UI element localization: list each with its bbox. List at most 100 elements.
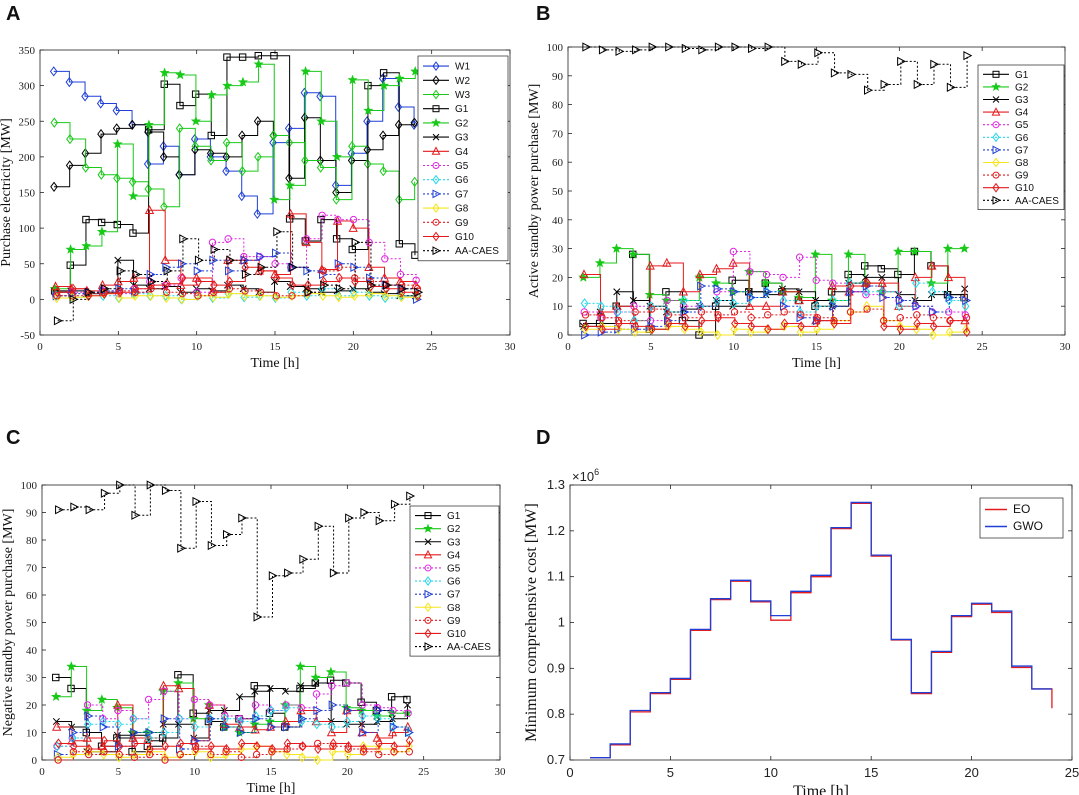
data-point-G6	[99, 716, 107, 727]
data-point-G6	[812, 301, 821, 312]
data-point-G7	[256, 251, 266, 262]
legend-label: G7	[447, 590, 461, 601]
data-point-G10	[382, 283, 391, 294]
data-point-G2	[594, 257, 605, 268]
data-point-G9	[115, 750, 123, 759]
legend-label: G3	[1015, 95, 1029, 106]
data-point-G7	[282, 722, 292, 732]
data-point-W2	[159, 151, 168, 163]
data-point-G2	[909, 246, 920, 256]
data-point-G10	[598, 324, 607, 335]
x-tick-label: 5	[648, 341, 654, 353]
data-point-G7	[287, 262, 297, 272]
data-point-G5	[358, 701, 366, 709]
data-point-G8	[614, 324, 623, 335]
series-line-G8	[56, 293, 418, 300]
legend-item-GWO: GWO	[985, 519, 1043, 533]
data-point-W2	[394, 119, 403, 130]
data-point-G10	[283, 738, 292, 749]
data-point-G7	[206, 714, 216, 724]
data-point-G3	[52, 717, 60, 726]
data-point-G10	[329, 738, 338, 749]
series-line-AA-CAES	[57, 231, 419, 322]
data-point-G8	[713, 329, 722, 341]
data-point-G2	[175, 69, 186, 80]
data-point-G5	[190, 695, 199, 704]
data-point-G6	[145, 732, 153, 744]
data-point-AA-CAES	[194, 255, 204, 265]
data-point-G8	[747, 326, 755, 338]
data-point-G7	[99, 722, 109, 732]
data-point-G9	[681, 314, 689, 322]
chart-panel-C: 0 5 10 15 20 25 30 0 10 20 30 40 50 60 70 80 90 100 Time […	[1, 480, 506, 795]
data-point-G10	[351, 276, 359, 287]
y-tick-label: 150	[19, 188, 36, 200]
data-point-G9	[896, 314, 904, 322]
y-tick-label: 0.9	[547, 660, 565, 675]
series-line-G3	[56, 682, 408, 753]
y-tick-label: 250	[19, 116, 36, 128]
y-tick-label: 50	[24, 259, 36, 271]
data-point-AA-CAES	[116, 480, 126, 490]
y-axis-label: Minimum comprehensive cost [MW]	[523, 503, 540, 742]
data-point-G5	[373, 704, 382, 712]
legend-item-AA-CAES: AA-CAES	[423, 246, 499, 257]
data-point-G7	[237, 727, 247, 738]
x-tick-label: 20	[342, 766, 354, 778]
legend-label: G6	[455, 175, 469, 186]
legend-marker-G10	[424, 628, 432, 639]
data-point-G7	[225, 266, 234, 276]
legend-marker-AA-CAES	[992, 195, 1001, 205]
data-point-G2	[843, 249, 854, 259]
data-point-G4	[678, 286, 689, 296]
legend-label: G6	[1015, 133, 1029, 144]
data-point-AA-CAES	[241, 269, 251, 280]
chart-panel-B: 0 5 10 15 20 25 30 0 10 20 30 40 50 60 70 80 90 100 Time […	[527, 42, 1071, 371]
data-point-G8	[206, 752, 215, 763]
data-point-AA-CAES	[913, 79, 923, 90]
series-line-G2	[56, 666, 408, 733]
data-point-G1	[332, 235, 341, 243]
data-point-G8	[225, 288, 233, 299]
data-point-G10	[100, 735, 109, 746]
series-W1	[49, 66, 418, 220]
data-point-AA-CAES	[146, 480, 156, 490]
data-point-G8	[99, 749, 108, 760]
data-point-G9	[53, 292, 61, 300]
series-line-G1	[55, 674, 408, 753]
series-line-G9	[585, 308, 967, 322]
data-point-G2	[81, 705, 92, 715]
legend-label: G5	[447, 563, 461, 574]
data-point-G5	[144, 695, 153, 704]
data-point-G2	[347, 74, 358, 85]
data-point-G10	[813, 315, 822, 326]
data-point-G8	[929, 329, 937, 341]
legend-marker-G8	[432, 203, 440, 213]
data-point-G6	[175, 713, 184, 724]
data-point-G4	[910, 272, 920, 282]
series-G3	[580, 273, 969, 330]
data-point-G7	[267, 722, 277, 732]
legend-item-G1: G1	[983, 70, 1029, 81]
data-point-W3	[238, 165, 247, 177]
y-tick-label: 50	[26, 618, 38, 630]
data-point-G8	[334, 292, 343, 303]
data-point-G10	[631, 321, 640, 332]
data-point-G1	[223, 53, 231, 61]
data-point-G2	[893, 246, 904, 256]
data-point-G10	[222, 743, 231, 755]
legend-marker-G1	[992, 70, 1000, 78]
legend-marker-G2	[431, 117, 441, 127]
data-point-G8	[328, 746, 337, 757]
data-point-G10	[146, 743, 154, 755]
data-point-AA-CAES	[598, 45, 608, 55]
legend-marker-G3	[424, 538, 432, 546]
data-point-G7	[84, 711, 94, 721]
data-point-G4	[129, 272, 139, 282]
y-tick-label: 10	[552, 301, 564, 313]
data-point-G3	[114, 256, 122, 264]
data-point-AA-CAES	[814, 48, 824, 58]
y-tick-label: 40	[552, 215, 564, 227]
series-line-G2	[54, 63, 416, 290]
